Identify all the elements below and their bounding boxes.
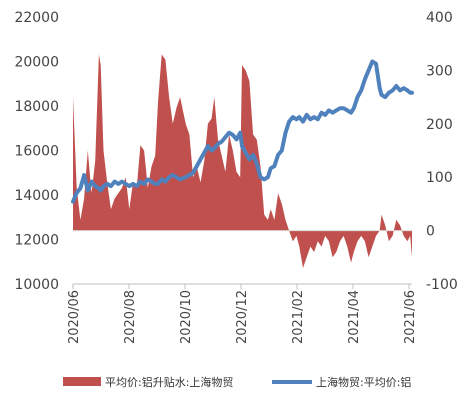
x-axis-tick-label: 2020/08 [123, 290, 138, 344]
x-axis-tick-label: 2020/10 [179, 290, 194, 344]
legend: 平均价:铝升贴水:上海物贸 上海物贸:平均价:铝 [63, 375, 411, 389]
left-axis-tick-label: 20000 [14, 55, 59, 71]
left-axis-tick-label: 16000 [14, 144, 59, 160]
price-line-series [71, 59, 414, 204]
x-axis: 2020/06 2020/08 2020/10 2020/12 2021/02 2021/… [67, 284, 418, 344]
left-axis-tick-label: 18000 [14, 99, 59, 115]
left-axis-tick-label: 10000 [14, 277, 59, 293]
left-axis-tick-label: 12000 [14, 233, 59, 249]
x-axis-tick-label: 2020/06 [67, 290, 82, 344]
premium-area-path [73, 54, 412, 269]
right-axis-tick-label: 0 [426, 224, 435, 240]
legend-label-premium: 平均价:铝升贴水:上海物贸 [105, 375, 233, 389]
x-axis-tick-label: 2021/04 [347, 290, 362, 344]
x-axis-tick-label: 2021/02 [291, 290, 306, 344]
left-axis-tick-label: 22000 [14, 10, 59, 26]
left-y-axis: 10000 12000 14000 16000 18000 20000 22000 [14, 10, 59, 293]
right-axis-tick-label: 400 [426, 10, 453, 26]
right-axis-tick-label: 200 [426, 117, 453, 133]
legend-label-price: 上海物贸:平均价:铝 [316, 375, 411, 389]
right-axis-tick-label: -100 [426, 277, 458, 293]
x-axis-tick-label: 2021/06 [403, 290, 418, 344]
left-axis-tick-label: 14000 [14, 188, 59, 204]
price-line-path [71, 59, 414, 204]
premium-area-series [73, 54, 412, 269]
x-axis-tick-label: 2020/12 [235, 290, 250, 344]
legend-swatch-premium [63, 377, 101, 386]
right-axis-tick-label: 300 [426, 63, 453, 79]
right-y-axis: -100 0 100 200 300 400 [426, 10, 458, 293]
right-axis-tick-label: 100 [426, 170, 453, 186]
